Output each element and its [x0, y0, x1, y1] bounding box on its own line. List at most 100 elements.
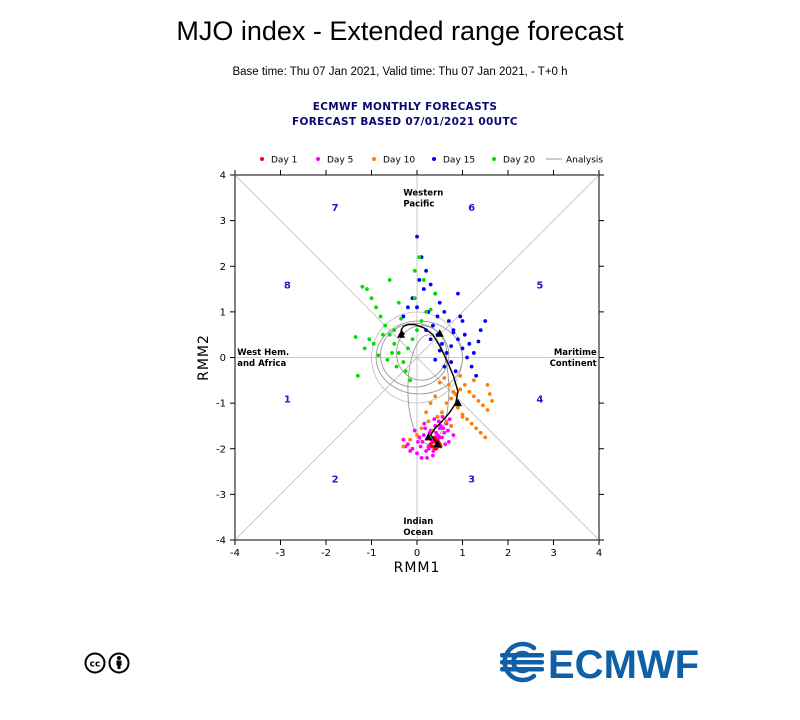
data-point: [460, 414, 465, 419]
analysis-track: [375, 320, 463, 445]
legend-marker: [492, 157, 496, 161]
data-point: [481, 403, 485, 408]
data-point: [355, 373, 360, 378]
legend-label: Day 15: [443, 156, 475, 166]
data-point: [412, 268, 417, 273]
legend-item: Analysis: [546, 156, 603, 166]
ensemble-mean-line: [400, 323, 459, 443]
legend-item: Day 20: [492, 156, 535, 166]
legend-item: Day 5: [316, 156, 353, 166]
data-point: [474, 373, 479, 378]
y-tick-label: 1: [220, 307, 226, 318]
legend-label: Day 20: [503, 156, 535, 166]
data-point: [471, 394, 476, 399]
forecast-header-line2: FORECAST BASED 07/01/2021 00UTC: [292, 116, 518, 128]
legend-label: Analysis: [566, 156, 603, 166]
phase-label: 4: [536, 395, 543, 406]
data-point: [449, 344, 454, 348]
data-point: [451, 433, 456, 437]
y-tick-label: 0: [220, 353, 226, 364]
data-point: [408, 449, 413, 453]
data-point: [387, 332, 392, 337]
logo-wordmark: ECMWF: [548, 643, 699, 684]
page-title: MJO index - Extended range forecast: [176, 16, 624, 46]
data-point: [437, 380, 442, 385]
data-point: [467, 341, 472, 346]
x-tick-label: 0: [414, 548, 420, 559]
legend-marker: [432, 157, 436, 161]
data-point: [419, 455, 424, 460]
y-tick-label: -4: [216, 536, 226, 547]
data-point: [451, 389, 456, 394]
analysis-loop: [380, 322, 450, 388]
data-point: [360, 284, 365, 289]
legend-marker: [316, 157, 320, 161]
legend-marker: [372, 157, 376, 161]
data-point: [426, 419, 431, 424]
data-point: [428, 307, 433, 312]
data-point: [431, 453, 435, 458]
data-point: [376, 353, 381, 358]
data-point: [369, 296, 374, 301]
ensemble-mean-markers: [397, 329, 462, 448]
data-point: [462, 382, 467, 387]
data-point: [438, 424, 443, 428]
data-point: [406, 346, 410, 351]
data-point: [423, 426, 428, 431]
x-axis-label: RMM1: [394, 560, 441, 576]
region-label-line: Indian: [403, 517, 433, 527]
data-point: [476, 398, 481, 403]
data-point: [467, 389, 472, 394]
phase-dividers: [234, 174, 600, 541]
data-point: [419, 426, 424, 431]
data-point: [440, 435, 444, 440]
data-point: [419, 319, 424, 323]
data-point: [394, 364, 399, 369]
data-point: [471, 351, 476, 355]
series-day-5: [401, 414, 456, 460]
phase-label: 1: [284, 395, 291, 406]
data-point: [415, 451, 419, 456]
data-point: [412, 296, 417, 301]
data-point: [440, 410, 444, 415]
region-label-line: Ocean: [403, 528, 433, 538]
phase-label: 5: [536, 281, 543, 292]
phase-label: 6: [468, 203, 475, 214]
data-point: [403, 369, 408, 374]
data-point: [401, 360, 406, 364]
data-point: [458, 314, 463, 319]
data-point: [465, 417, 469, 421]
region-label-line: Continent: [550, 359, 597, 369]
y-axis-label: RMM2: [196, 334, 212, 381]
data-point: [478, 328, 483, 333]
mean-triangle: [397, 330, 406, 338]
data-point: [430, 444, 434, 449]
y-tick-label: 2: [220, 262, 226, 273]
data-point: [476, 339, 481, 344]
data-point: [417, 278, 422, 282]
y-tick-label: 4: [220, 171, 226, 182]
ecmwf-logo: ECMWF: [492, 640, 722, 689]
data-point: [392, 341, 397, 346]
data-point: [485, 408, 490, 412]
x-tick-label: 2: [505, 548, 511, 559]
mean-triangle: [453, 398, 462, 407]
svg-text:cc: cc: [90, 660, 101, 670]
data-point: [442, 364, 447, 369]
data-point: [415, 328, 419, 333]
data-point: [415, 305, 419, 310]
data-point: [485, 382, 490, 387]
data-point: [440, 414, 445, 419]
data-point: [483, 319, 488, 323]
data-point: [444, 401, 449, 406]
data-point: [478, 430, 483, 435]
data-point: [422, 421, 427, 426]
phase-label: 8: [284, 281, 291, 292]
legend-item: Day 10: [372, 156, 415, 166]
data-point: [460, 319, 465, 323]
data-point: [412, 428, 417, 433]
data-point: [425, 455, 429, 460]
data-point: [385, 357, 390, 362]
data-point: [371, 341, 376, 346]
